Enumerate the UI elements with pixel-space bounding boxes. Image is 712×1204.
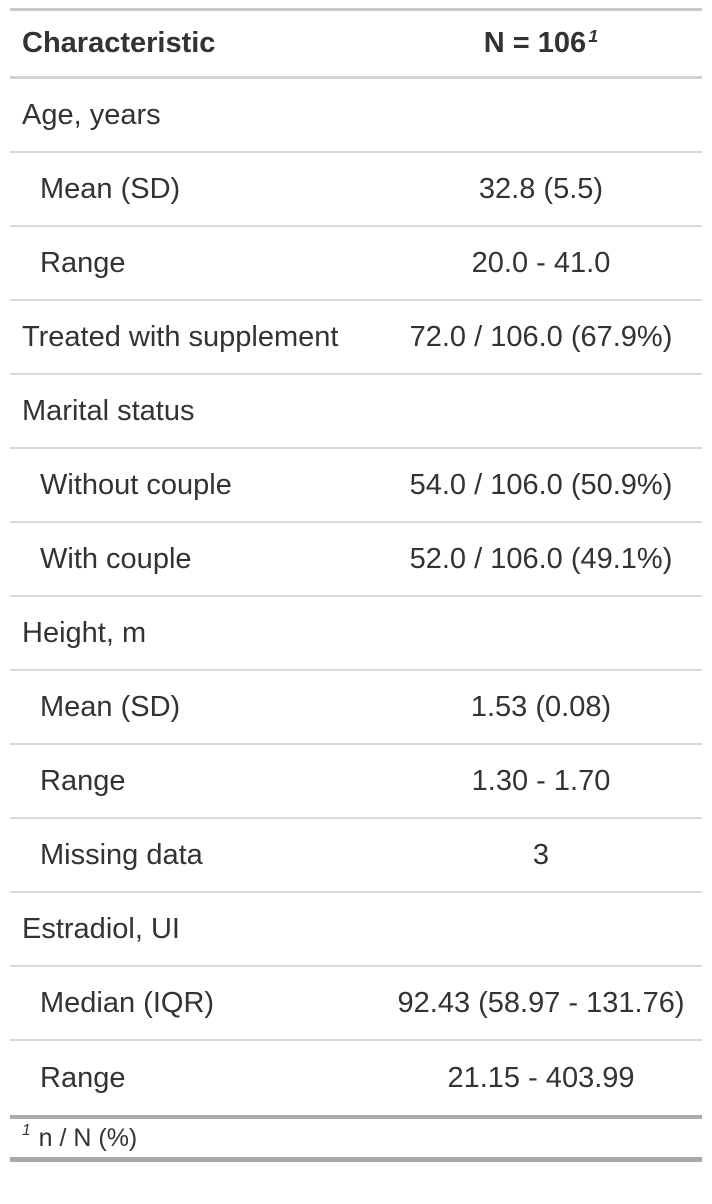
table-footnote: 1 n / N (%) [10,1119,702,1162]
row-label: With couple [40,542,192,575]
column-header-n-label: N = 106 [483,27,587,59]
row-label: Mean (SD) [40,172,181,205]
row-label: Mean (SD) [40,690,181,723]
row-value: 54.0 / 106.0 (50.9%) [409,468,673,501]
table-row-variable: Treated with supplement 72.0 / 106.0 (67.… [10,301,702,375]
table-row-statistic: Without couple 54.0 / 106.0 (50.9%) [10,449,702,523]
row-value: 1.30 - 1.70 [471,764,611,797]
row-value: 1.53 (0.08) [470,690,612,723]
table-row-statistic: Range 1.30 - 1.70 [10,745,702,819]
table-row-variable: Estradiol, UI [10,893,702,967]
row-label: Treated with supplement [22,320,339,353]
row-label: Estradiol, UI [22,912,180,945]
table-row-statistic: Mean (SD) 32.8 (5.5) [10,153,702,227]
table-row-statistic: With couple 52.0 / 106.0 (49.1%) [10,523,702,597]
footnote-mark: 1 [22,1122,31,1140]
row-value: 92.43 (58.97 - 131.76) [397,986,685,1019]
row-label: Without couple [40,468,232,501]
table-row-variable: Age, years [10,79,702,153]
table-header-row: Characteristic N = 106 1 [10,11,702,79]
table-row-statistic: Range 21.15 - 403.99 [10,1041,702,1115]
row-label: Median (IQR) [40,986,215,1019]
column-header-characteristic: Characteristic [22,27,216,59]
row-label: Range [40,246,126,279]
row-value: 32.8 (5.5) [478,172,604,205]
row-label: Age, years [22,98,161,131]
summary-statistics-table: Characteristic N = 106 1 Age, years Mean (… [10,8,702,1162]
row-label: Height, m [22,616,147,649]
table-row-statistic: Missing data 3 [10,819,702,893]
footnote-text: n / N (%) [38,1123,138,1152]
table-body: Age, years Mean (SD) 32.8 (5.5) Range 20.0 -… [10,79,702,1119]
footnote-mark-superscript: 1 [588,27,599,47]
row-label: Range [40,764,126,797]
table-row-statistic: Mean (SD) 1.53 (0.08) [10,671,702,745]
row-value: 52.0 / 106.0 (49.1%) [409,542,673,575]
row-label: Range [40,1061,126,1094]
row-value: 72.0 / 106.0 (67.9%) [409,320,673,353]
row-label: Missing data [40,838,203,871]
table-row-variable: Height, m [10,597,702,671]
table-row-variable: Marital status [10,375,702,449]
row-label: Marital status [22,394,195,427]
row-value: 21.15 - 403.99 [447,1061,635,1094]
row-value: 20.0 - 41.0 [471,246,611,279]
table-row-statistic: Range 20.0 - 41.0 [10,227,702,301]
column-header-n: N = 106 1 [382,27,702,60]
table-row-statistic: Median (IQR) 92.43 (58.97 - 131.76) [10,967,702,1041]
row-value: 3 [532,838,550,871]
